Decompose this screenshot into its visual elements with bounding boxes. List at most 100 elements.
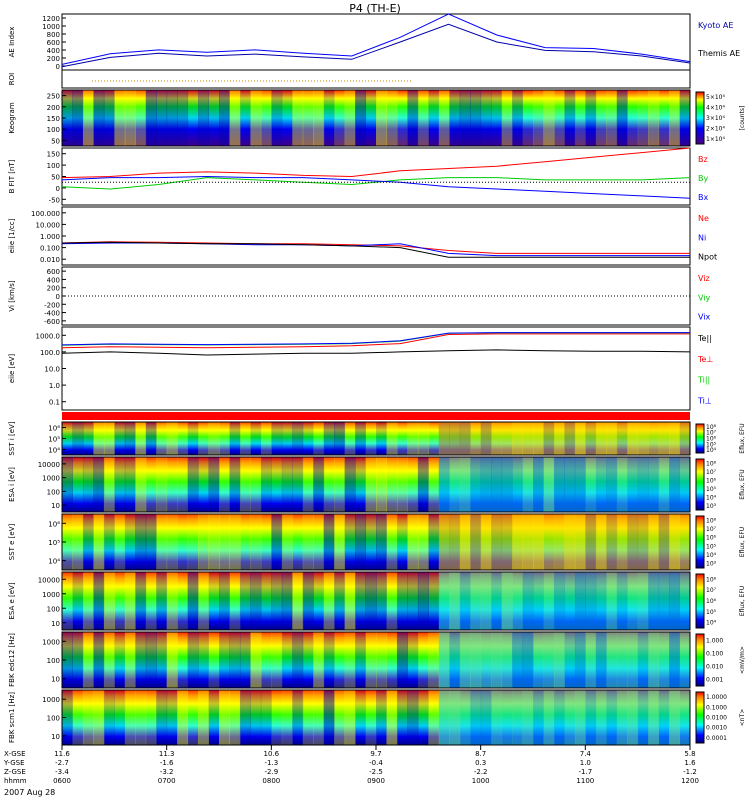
fbk_e-heatmap-column xyxy=(177,632,189,688)
velocity-legend-2: Vix xyxy=(698,313,711,322)
velocity-ytick-label: 600 xyxy=(47,268,60,276)
keogram-ytick-label: 100 xyxy=(47,126,60,134)
sst_i-heatmap-column xyxy=(271,422,283,455)
esa_e-heatmap-column xyxy=(281,572,293,630)
roi-ylabel: ROI xyxy=(8,73,16,85)
esa_e-heatmap-column xyxy=(386,572,398,630)
keogram-heatmap-column xyxy=(355,90,367,146)
sst_i-heatmap-column xyxy=(114,422,126,455)
density-legend-0: Ne xyxy=(698,214,709,223)
ephem-value: -2.7 xyxy=(55,759,69,767)
esa_e-heatmap-column xyxy=(271,572,283,630)
esa_i-heatmap-column xyxy=(281,457,293,512)
sst_i-heatmap-column xyxy=(260,422,272,455)
fbk_b-heatmap-column xyxy=(355,690,367,745)
fbk_e-heatmap-column xyxy=(250,632,262,688)
sst_e-heatmap-region xyxy=(438,514,690,570)
esa_e-heatmap-column xyxy=(72,572,84,630)
density-ytick-label: 10.000 xyxy=(36,221,61,229)
ephem-value: -2.5 xyxy=(369,768,383,776)
esa_i-heatmap-column xyxy=(313,457,325,512)
keogram-heatmap-column xyxy=(334,90,346,146)
fbk_b-heatmap-column xyxy=(376,690,387,745)
date-label: 2007 Aug 28 xyxy=(4,788,55,797)
esa_i-heatmap-column xyxy=(428,457,440,512)
keogram-heatmap-column xyxy=(135,90,147,146)
keogram-heatmap-column xyxy=(208,90,220,146)
esa_i-heatmap-column xyxy=(187,457,199,512)
esa_e-colorbar-label: Eflux, EFU xyxy=(739,586,746,616)
sst_i-colorbar-tick: 10⁶ xyxy=(706,436,717,443)
keogram-heatmap-column xyxy=(145,90,157,146)
esa_e-heatmap-column xyxy=(229,572,241,630)
sst_e-ytick-label: 10⁵ xyxy=(48,539,60,547)
esa_i-heatmap-column xyxy=(271,457,283,512)
esa_e-colorbar-tick: 10⁵ xyxy=(706,609,717,616)
fbk_e-heatmap-column xyxy=(281,632,293,688)
temperature-series-3 xyxy=(61,332,690,346)
esa_e-heatmap-region xyxy=(438,572,690,630)
density-frame xyxy=(61,206,691,266)
esa_i-colorbar-tick: 10⁸ xyxy=(706,460,717,467)
sst_e-heatmap-column xyxy=(208,514,220,570)
ephem-row-label: Y-GSE xyxy=(3,759,25,767)
esa_i-heatmap-column xyxy=(124,457,136,512)
fbk_b-heatmap-column xyxy=(239,690,251,745)
ephem-value: 1000 xyxy=(472,777,490,785)
esa_e-heatmap-column xyxy=(239,572,251,630)
fbk_b-colorbar-tick: 0.1000 xyxy=(706,704,727,711)
sst_e-heatmap-column xyxy=(198,514,210,570)
keogram-heatmap-column xyxy=(679,90,691,146)
esa_e-heatmap-column xyxy=(334,572,346,630)
fbk_b-heatmap-column xyxy=(82,690,94,745)
keogram-ylabel: Keogram xyxy=(8,102,16,133)
sst_i-heatmap-column xyxy=(386,422,398,455)
esa_i-heatmap-column xyxy=(82,457,94,512)
fbk_e-heatmap-column xyxy=(187,632,199,688)
keogram-heatmap-column xyxy=(470,90,482,146)
sst_e-heatmap-column xyxy=(156,514,168,570)
sst_e-colorbar-tick: 10⁸ xyxy=(706,517,717,524)
keogram-heatmap-column xyxy=(82,90,94,146)
sst_i-heatmap-column xyxy=(198,422,210,455)
fbk_e-heatmap-column xyxy=(302,632,314,688)
bfield-ytick-label: -50 xyxy=(49,196,60,204)
fbk_e-heatmap-column xyxy=(355,632,367,688)
ephem-row-label: hhmm xyxy=(4,777,27,785)
sst_i-heatmap-column xyxy=(219,422,230,455)
panel-bfield: B FIT [nT] -50 0 50 100 150 Bz By Bx xyxy=(8,147,708,206)
sst_i-heatmap-column xyxy=(292,422,304,455)
fbk_b-colorbar xyxy=(695,691,705,744)
keogram-heatmap-column xyxy=(606,90,618,146)
bfield-legend-2: Bx xyxy=(698,193,708,202)
sst_i-colorbar-tick: 10⁵ xyxy=(706,441,717,448)
fbk_e-heatmap-column xyxy=(292,632,304,688)
sst_e-heatmap-column xyxy=(72,514,84,570)
esa_i-colorbar-tick: 10⁶ xyxy=(706,477,717,484)
fbk_b-heatmap-column xyxy=(386,690,398,745)
density-legend-1: Ni xyxy=(698,233,706,242)
fbk_b-colorbar-label: <nT> xyxy=(739,709,746,727)
bfield-series-0 xyxy=(61,147,691,179)
sst_i-heatmap-column xyxy=(281,422,293,455)
esa_e-heatmap-column xyxy=(124,572,136,630)
esa_e-colorbar-tick: 10⁸ xyxy=(706,576,717,583)
keogram-heatmap-column xyxy=(156,90,168,146)
fbk_b-heatmap-column xyxy=(250,690,262,745)
ephem-value: -1.6 xyxy=(160,759,174,767)
sst_i-colorbar xyxy=(695,423,705,454)
sst_i-ytick-label: 10⁶ xyxy=(48,425,60,433)
sst_e-heatmap-column xyxy=(229,514,241,570)
keogram-heatmap-column xyxy=(428,90,440,146)
fbk_b-colorbar-tick: 0.0010 xyxy=(706,725,727,732)
esa_i-heatmap-column xyxy=(135,457,147,512)
temperature-ytick-label: 0.1 xyxy=(49,399,60,407)
sst_i-heatmap-column xyxy=(365,422,377,455)
density-ytick-label: 100.000 xyxy=(31,210,60,218)
sst_i-colorbar-tick: 10⁷ xyxy=(706,430,717,437)
sst_e-heatmap-column xyxy=(271,514,283,570)
bfield-series-1 xyxy=(61,177,691,190)
sst_i-heatmap-column xyxy=(124,422,136,455)
